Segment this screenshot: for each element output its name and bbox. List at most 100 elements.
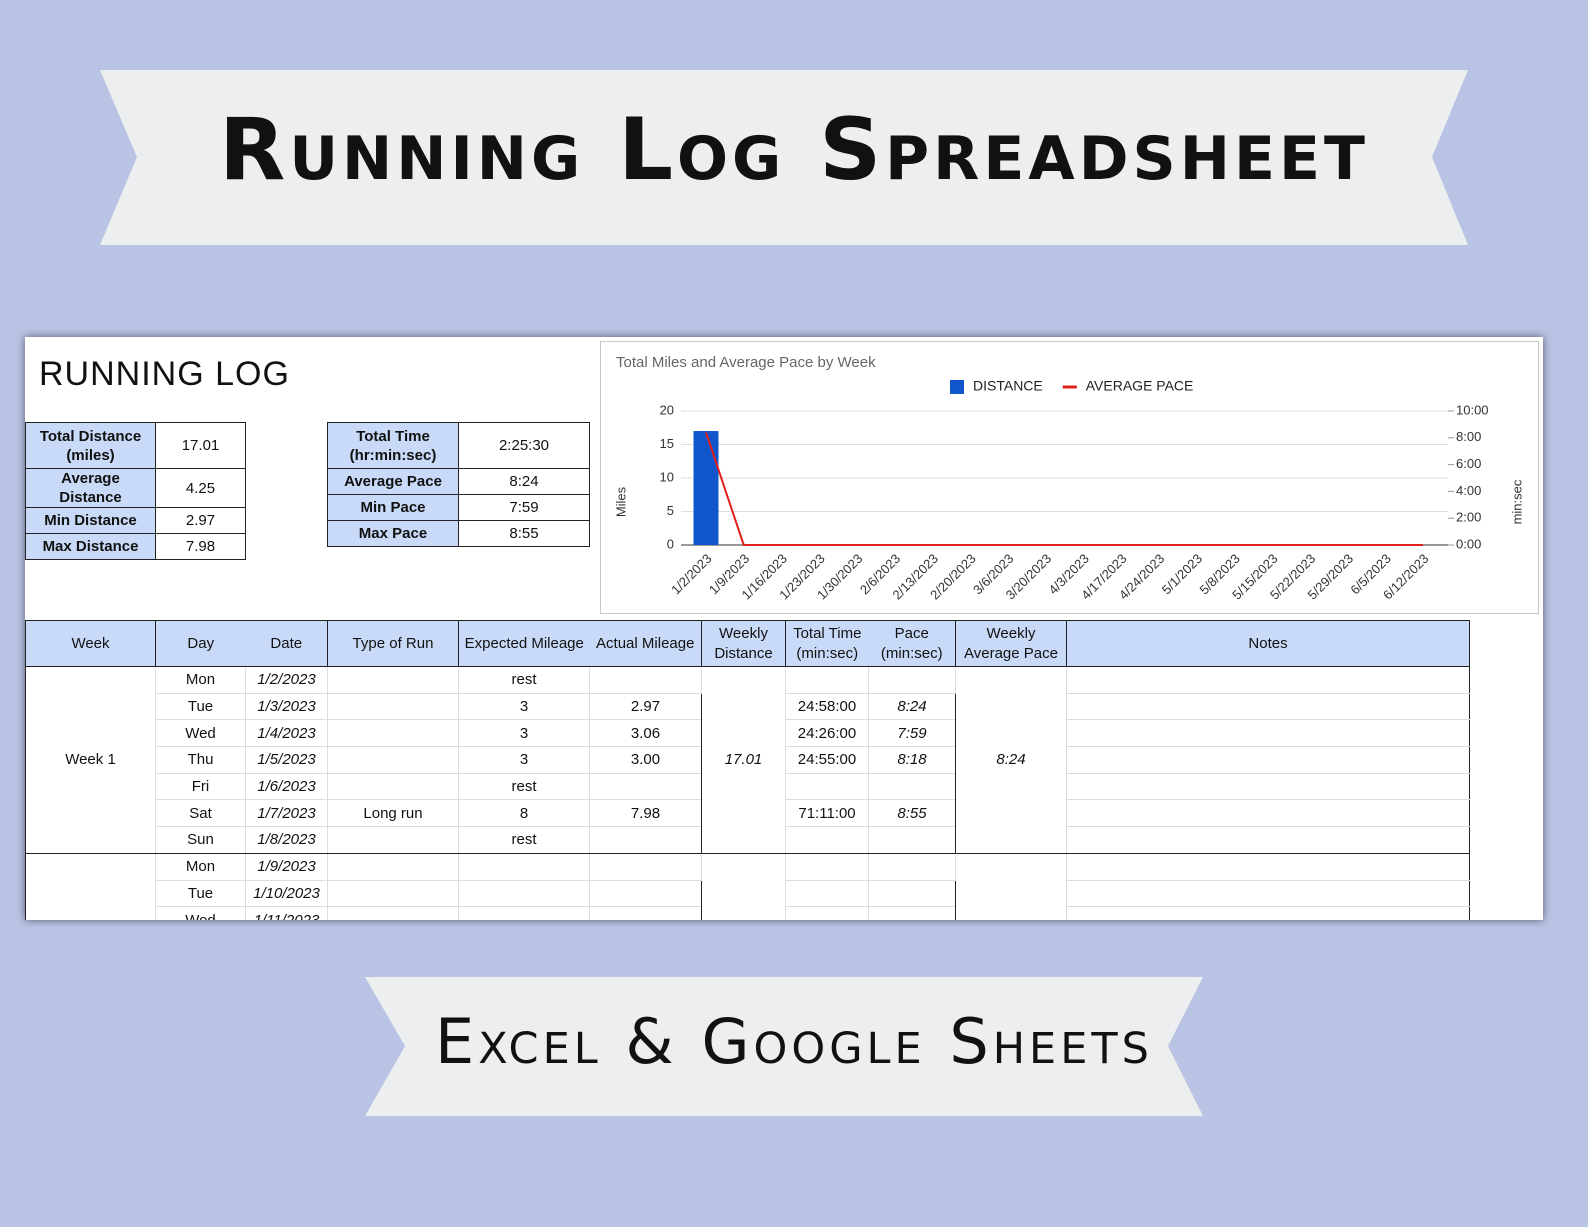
log-row: Week 1 Mon 1/2/2023 rest 17.01 8:24 (25, 666, 1470, 854)
log-row: Sun 1/8/2023 rest (26, 826, 1470, 854)
stat-label: Min Distance (25, 507, 156, 534)
actual-cell: 2.97 (589, 692, 702, 721)
pace-cell: 8:24 (868, 692, 956, 721)
x-tick-label: 5/1/2023 (1159, 551, 1205, 597)
stat-label: Max Distance (25, 533, 156, 560)
y-tick-label: 10 (660, 469, 674, 484)
actual-cell: 3.00 (589, 746, 702, 774)
stat-value: 7:59 (458, 494, 590, 521)
date-cell: 1/8/2023 (245, 826, 328, 854)
log-table: Week Day Date Type of Run Expected Mileage Ac… (25, 620, 1470, 920)
pace-cell (868, 879, 956, 908)
stat-label: Total Time (hr:min:sec) (327, 422, 459, 469)
actual-cell (589, 666, 702, 694)
pace-cell (868, 826, 956, 854)
total-time-cell (785, 906, 869, 920)
weekly-distance-cell (701, 852, 786, 920)
day-cell: Mon (155, 852, 246, 881)
log-row: Sat 1/7/2023 Long run 8 7.98 71:11:00 8:55 (26, 799, 1470, 828)
notes-cell (1066, 879, 1470, 908)
y2-tick-label: 6:00 (1456, 456, 1481, 471)
day-cell: Tue (155, 692, 246, 721)
stats-row: Average Distance 4.25 (25, 468, 246, 508)
column-header: Notes (1066, 620, 1470, 667)
column-header: Day (155, 620, 246, 667)
bottom-ribbon (365, 977, 1203, 1116)
type-cell (327, 772, 459, 801)
total-time-cell: 71:11:00 (785, 799, 869, 828)
stat-label: Min Pace (327, 494, 459, 521)
expected-cell: 3 (458, 746, 590, 774)
day-cell: Thu (155, 746, 246, 774)
column-header: Weekly Distance (701, 620, 786, 667)
actual-cell (589, 906, 702, 920)
log-row: Thu 1/5/2023 3 3.00 24:55:00 8:18 (26, 746, 1470, 774)
pace-cell: 8:55 (868, 799, 956, 828)
actual-cell: 7.98 (589, 799, 702, 828)
expected-cell: 3 (458, 719, 590, 748)
expected-cell: rest (458, 666, 590, 694)
stat-label: Total Distance (miles) (25, 422, 156, 469)
y-axis-title: Miles (613, 486, 628, 517)
notes-cell (1066, 852, 1470, 881)
date-cell: 1/6/2023 (245, 772, 328, 801)
date-cell: 1/3/2023 (245, 692, 328, 721)
day-cell: Wed (155, 906, 246, 920)
pace-cell (868, 906, 956, 920)
date-cell: 1/2/2023 (245, 666, 328, 694)
type-cell (327, 692, 459, 721)
stats-row: Max Pace 8:55 (327, 520, 590, 547)
column-header: Date (245, 620, 328, 667)
y-tick-label: 15 (660, 436, 674, 451)
pace-cell (868, 852, 956, 881)
total-time-cell: 24:58:00 (785, 692, 869, 721)
column-header: Type of Run (327, 620, 459, 667)
y-tick-label: 20 (660, 402, 674, 417)
actual-cell (589, 772, 702, 801)
chart-title: Total Miles and Average Pace by Week (616, 354, 876, 371)
actual-cell (589, 826, 702, 854)
log-row: Fri 1/6/2023 rest (26, 772, 1470, 801)
day-cell: Fri (155, 772, 246, 801)
top-ribbon (100, 70, 1468, 245)
stat-label: Average Pace (327, 468, 459, 495)
week-cell (25, 852, 156, 920)
day-cell: Tue (155, 879, 246, 908)
y2-tick-label: 2:00 (1456, 510, 1481, 525)
log-row: Wed 1/4/2023 3 3.06 24:26:00 7:59 (26, 719, 1470, 748)
column-header: Expected Mileage (458, 620, 590, 667)
chart: Total Miles and Average Pace by Week Mile… (600, 341, 1539, 614)
date-cell: 1/9/2023 (245, 852, 328, 881)
line (705, 432, 1423, 546)
expected-cell: 8 (458, 799, 590, 828)
date-cell: 1/11/2023 (245, 906, 328, 920)
expected-cell (458, 906, 590, 920)
stats-row: Total Time (hr:min:sec) 2:25:30 (327, 422, 590, 469)
actual-cell (589, 852, 702, 881)
type-cell (327, 719, 459, 748)
y2-tick-label: 0:00 (1456, 536, 1481, 551)
total-time-cell: 24:55:00 (785, 746, 869, 774)
stats-row: Min Distance 2.97 (25, 507, 246, 534)
y2-tick-label: 8:00 (1456, 429, 1481, 444)
column-header: Total Time (min:sec) (785, 620, 869, 667)
type-cell: Long run (327, 799, 459, 828)
y-tick-label: 0 (667, 536, 674, 551)
pace-cell: 8:18 (868, 746, 956, 774)
stat-value: 4.25 (155, 468, 246, 508)
total-time-cell: 24:26:00 (785, 719, 869, 748)
stats-row: Min Pace 7:59 (327, 494, 590, 521)
date-cell: 1/10/2023 (245, 879, 328, 908)
type-cell (327, 879, 459, 908)
stat-value: 8:55 (458, 520, 590, 547)
distance-stats: Total Distance (miles) 17.01 Average Dista… (25, 422, 246, 560)
total-time-cell (785, 826, 869, 854)
type-cell (327, 826, 459, 854)
expected-cell (458, 879, 590, 908)
spreadsheet: RUNNING LOG Total Distance (miles) 17.01 A… (25, 337, 1543, 920)
actual-cell (589, 879, 702, 908)
x-tick-label: 1/2/2023 (668, 551, 714, 597)
stat-value: 8:24 (458, 468, 590, 495)
